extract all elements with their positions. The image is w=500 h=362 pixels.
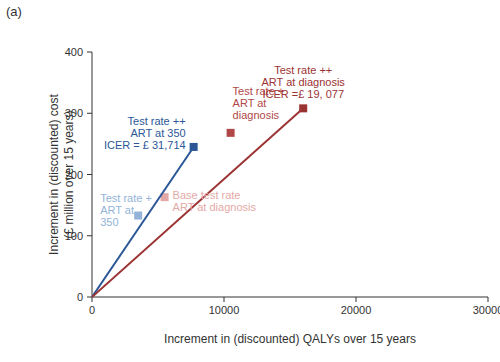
y-tick xyxy=(87,174,92,175)
point xyxy=(134,212,142,220)
x-tick xyxy=(92,297,93,302)
plot-marks xyxy=(92,104,307,297)
y-axis-label: Increment in (discounted) cost(£ million… xyxy=(47,93,76,254)
y-tick xyxy=(87,297,92,298)
point-label-line: 350 xyxy=(100,216,118,228)
y-axis-label-line: (£ million over 15 years) xyxy=(62,110,76,238)
point-label-line: Base test rate xyxy=(173,189,241,201)
x-tick xyxy=(356,297,357,302)
x-tick-label: 30000 xyxy=(473,304,500,316)
x-tick-label: 10000 xyxy=(209,304,240,316)
x-tick-label: 20000 xyxy=(341,304,372,316)
point-label: Base test rateART at diagnosis xyxy=(173,189,257,213)
x-tick xyxy=(224,297,225,302)
chart: (a)01002003004000100002000030000Incremen… xyxy=(0,0,500,362)
y-tick xyxy=(87,235,92,236)
y-tick-label: 0 xyxy=(77,291,83,303)
point-label: Test rate ++ART at diagnosis xyxy=(262,64,346,88)
point-label-line: Test rate ++ xyxy=(128,115,186,127)
x-tick xyxy=(488,297,489,302)
annotation: ICER = £ 31,714 xyxy=(104,139,186,151)
point-label-line: ART at diagnosis xyxy=(262,76,346,88)
point-label: Test rate ++ART at 350 xyxy=(128,115,186,139)
point xyxy=(227,129,235,137)
y-tick xyxy=(87,52,92,53)
annotation: ICER =£ 19, 077 xyxy=(262,88,344,100)
point-label-line: ART at xyxy=(100,204,134,216)
x-axis xyxy=(92,297,488,298)
line xyxy=(92,108,303,297)
point-label-line: Test rate + xyxy=(100,192,152,204)
point-label-line: diagnosis xyxy=(233,109,280,121)
y-axis-label-line: Increment in (discounted) cost xyxy=(47,93,61,254)
y-tick xyxy=(87,113,92,114)
point-label: Test rate +ART at350 xyxy=(100,192,152,228)
point-label-line: Test rate ++ xyxy=(274,64,332,76)
x-tick-label: 0 xyxy=(89,304,95,316)
line xyxy=(92,147,194,297)
x-axis-label: Increment in (discounted) QALYs over 15 … xyxy=(164,332,416,346)
y-tick-label: 400 xyxy=(65,46,83,58)
point-label-line: ART at xyxy=(233,97,267,109)
point-label-line: ART at 350 xyxy=(130,127,185,139)
point-label-line: ART at diagnosis xyxy=(173,201,257,213)
panel-label: (a) xyxy=(6,4,22,19)
